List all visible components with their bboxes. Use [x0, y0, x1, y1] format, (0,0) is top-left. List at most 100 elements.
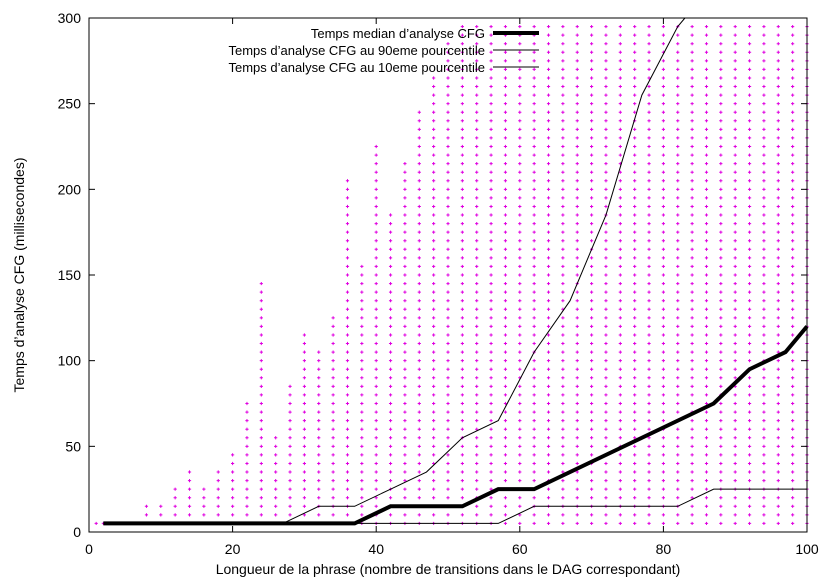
scatter-point [460, 367, 464, 371]
scatter-point [417, 307, 421, 311]
scatter-point [719, 341, 723, 346]
scatter-point [590, 350, 594, 354]
scatter-point [388, 247, 393, 251]
scatter-point [503, 419, 508, 423]
scatter-point [704, 419, 709, 423]
scatter-point [288, 401, 292, 406]
scatter-point [704, 76, 709, 80]
scatter-point [561, 367, 565, 371]
scatter-point [776, 393, 780, 397]
scatter-point [776, 204, 780, 209]
scatter-point [690, 427, 694, 431]
scatter-point [489, 341, 493, 346]
scatter-point [676, 213, 680, 217]
scatter-point [690, 102, 694, 106]
scatter-point [546, 230, 551, 234]
scatter-point [690, 127, 694, 131]
scatter-point [604, 513, 608, 517]
scatter-point [403, 196, 407, 200]
scatter-point [489, 247, 493, 251]
scatter-point [647, 144, 651, 149]
scatter-point [791, 93, 795, 97]
scatter-point [403, 470, 407, 474]
scatter-point [503, 444, 508, 448]
scatter-point [733, 162, 737, 166]
scatter-point [733, 33, 737, 37]
scatter-point [762, 444, 766, 448]
scatter-point [259, 281, 263, 286]
scatter-point [475, 59, 479, 63]
scatter-point [647, 333, 651, 337]
scatter-point [747, 187, 752, 191]
scatter-point [690, 187, 694, 191]
scatter-point [661, 281, 665, 286]
scatter-point [791, 213, 795, 217]
scatter-point [432, 179, 436, 183]
scatter-point [704, 84, 709, 89]
scatter-point [374, 264, 378, 269]
scatter-point [432, 316, 436, 320]
scatter-point [475, 401, 479, 406]
scatter-point [590, 230, 594, 234]
scatter-point [345, 307, 350, 311]
scatter-point [518, 290, 522, 294]
scatter-point [360, 359, 364, 363]
scatter-point [460, 144, 464, 149]
scatter-point [518, 110, 522, 114]
scatter-point [733, 136, 737, 140]
scatter-point [647, 153, 651, 157]
scatter-point [719, 299, 723, 303]
scatter-point [747, 513, 752, 517]
scatter-point [661, 162, 665, 166]
scatter-point [661, 239, 665, 243]
scatter-point [590, 136, 594, 140]
scatter-point [747, 256, 752, 260]
scatter-point [618, 350, 622, 354]
scatter-point [475, 196, 479, 200]
scatter-point [432, 367, 436, 371]
scatter-point [475, 247, 479, 251]
scatter-point [676, 50, 680, 54]
scatter-point [776, 410, 780, 414]
scatter-point [561, 230, 565, 234]
scatter-point [776, 67, 780, 71]
scatter-point [776, 239, 780, 243]
scatter-point [245, 401, 249, 406]
scatter-point [475, 444, 479, 448]
scatter-point [719, 410, 723, 414]
scatter-point [345, 264, 350, 269]
scatter-point [503, 333, 508, 337]
scatter-point [331, 444, 335, 448]
scatter-point [704, 324, 709, 328]
scatter-point [561, 470, 565, 474]
scatter-point [546, 76, 551, 80]
scatter-point [245, 487, 249, 491]
scatter-point [575, 521, 579, 526]
scatter-point [762, 367, 766, 371]
scatter-point [590, 110, 594, 114]
scatter-point [388, 470, 393, 474]
scatter-point [618, 144, 622, 149]
scatter-point [618, 42, 622, 46]
scatter-point [259, 359, 263, 363]
scatter-point [374, 187, 378, 191]
scatter-point [374, 162, 378, 166]
scatter-point [747, 384, 752, 388]
scatter-point [475, 187, 479, 191]
scatter-point [274, 436, 278, 440]
scatter-point [661, 213, 665, 217]
scatter-point [633, 324, 637, 328]
scatter-point [388, 444, 393, 448]
scatter-point [791, 316, 795, 320]
scatter-point [590, 470, 594, 474]
scatter-point [417, 341, 421, 346]
scatter-point [503, 247, 508, 251]
scatter-point [302, 496, 306, 500]
scatter-point [791, 367, 795, 371]
x-axis-title: Longueur de la phrase (nombre de transit… [216, 561, 681, 577]
scatter-point [489, 67, 493, 71]
scatter-point [647, 487, 651, 491]
scatter-point [676, 179, 680, 183]
scatter-point [575, 136, 579, 140]
scatter-point [575, 33, 579, 37]
